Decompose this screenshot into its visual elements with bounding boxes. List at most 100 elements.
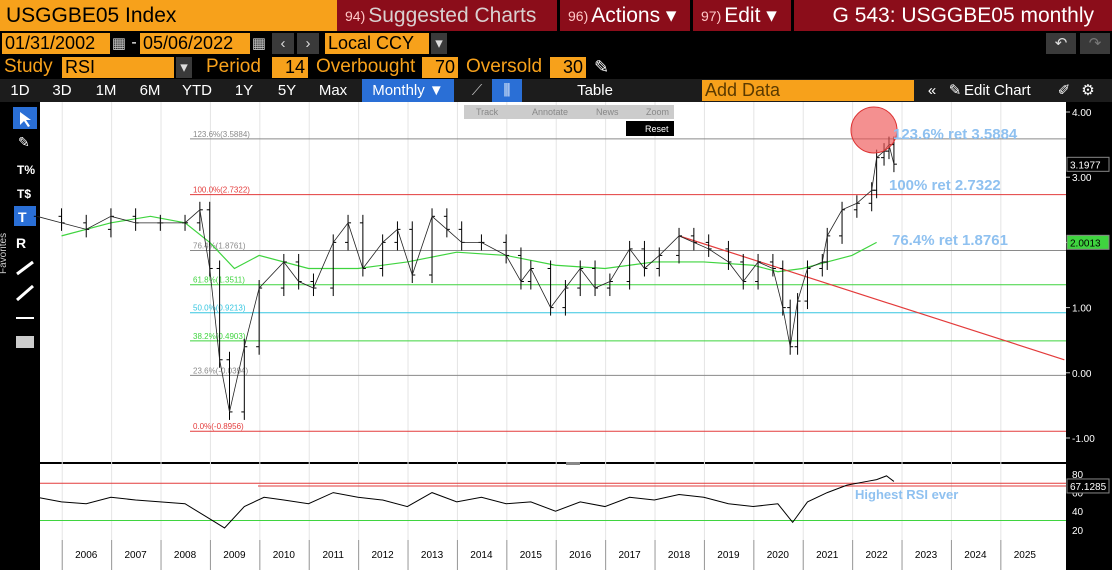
rsi-annotation: Highest RSI ever: [855, 487, 958, 502]
range-6m[interactable]: 6M: [139, 82, 161, 99]
x-tick-label: 2017: [619, 550, 642, 561]
favorites-label[interactable]: Favorites: [0, 233, 9, 274]
frequency-select[interactable]: Monthly ▼: [362, 79, 454, 102]
pen-tool-icon[interactable]: ✎: [18, 134, 30, 150]
y-tick-label: 4.00: [1072, 108, 1092, 119]
edit-menu[interactable]: 97) Edit ▾: [693, 0, 791, 31]
redo-icon[interactable]: ↷: [1080, 32, 1110, 54]
x-tick-label: 2013: [421, 550, 444, 561]
security-title[interactable]: USGGBE05 Index: [0, 0, 337, 31]
fib-tool-icon[interactable]: [14, 206, 36, 226]
x-tick-label: 2014: [470, 550, 493, 561]
range-1m[interactable]: 1M: [95, 82, 117, 99]
title-bar: USGGBE05 Index 94) Suggested Charts 96) …: [0, 0, 1112, 31]
y-tick-label: -1.00: [1072, 434, 1095, 445]
y-tick-label: 3.00: [1072, 173, 1092, 184]
price-path: [36, 143, 895, 413]
overbought-label: Overbought: [316, 56, 416, 77]
start-date-input[interactable]: 01/31/2002: [2, 32, 110, 54]
rsi-tick-label: 40: [1072, 507, 1084, 518]
x-tick-label: 2020: [767, 550, 790, 561]
moving-average-line: [61, 215, 877, 273]
end-date-input[interactable]: 05/06/2022: [140, 32, 250, 54]
fib-level-label: 76.4%(1.8761): [193, 241, 246, 250]
trendline-tool-icon[interactable]: [16, 260, 34, 276]
x-tick-label: 2016: [569, 550, 592, 561]
fib-level-label: 23.6%(-0.0394): [193, 366, 248, 375]
study-bar: Study RSI ▾ Period 14 Overbought 70 Over…: [0, 55, 1112, 79]
add-data-input[interactable]: Add Data: [702, 80, 914, 101]
x-tick-label: 2011: [322, 550, 344, 561]
bar-chart-icon[interactable]: ⫼: [492, 79, 522, 102]
rsi-line: [36, 475, 895, 529]
menu-number: 97): [701, 7, 722, 24]
x-tick-label: 2010: [273, 550, 296, 561]
x-tick-label: 2015: [520, 550, 543, 561]
range-1y[interactable]: 1Y: [234, 82, 254, 99]
undo-icon[interactable]: ↶: [1046, 32, 1076, 54]
retracement-tool-icon[interactable]: R: [16, 235, 26, 251]
range-5y[interactable]: 5Y: [277, 82, 297, 99]
highlight-circle: [850, 106, 898, 154]
overbought-input[interactable]: 70: [422, 56, 458, 78]
menu-label: Edit ▾: [724, 4, 777, 27]
range-dash: -: [131, 34, 137, 51]
rsi-last-tag-box: [1066, 478, 1110, 494]
zoom-button[interactable]: Zoom: [646, 107, 669, 117]
rsi-tick-label: 20: [1072, 526, 1084, 537]
pane-splitter[interactable]: [566, 462, 580, 465]
menu-label: Suggested Charts: [368, 3, 537, 27]
rsi-tick-label: 80: [1072, 470, 1084, 481]
period-label: Period: [206, 56, 261, 77]
fib-level-label: 0.0%(-0.8956): [193, 422, 244, 431]
study-label: Study: [4, 56, 53, 77]
table-button[interactable]: Table: [577, 82, 613, 99]
track-button[interactable]: Track: [476, 107, 499, 117]
last-price-tag-box: [1066, 156, 1110, 172]
channel-tool-icon[interactable]: [16, 284, 34, 302]
percent-tool-icon[interactable]: T%: [17, 163, 35, 177]
x-tick-label: 2023: [915, 550, 938, 561]
chart-title: G 543: USGGBE05 monthly: [794, 0, 1112, 31]
x-tick-label: 2022: [866, 550, 889, 561]
gear-icon[interactable]: ⚙: [1081, 82, 1095, 99]
x-tick-label: 2008: [174, 550, 197, 561]
period-input[interactable]: 14: [272, 56, 308, 78]
line-chart-icon[interactable]: ⟋: [471, 82, 483, 99]
annotation-76: 76.4% ret 1.8761: [892, 232, 1008, 249]
reset-button[interactable]: Reset: [645, 124, 669, 134]
menu-label: Actions ▾: [591, 4, 677, 27]
drawing-tools: ✎ T% T$ T R Favorites: [0, 107, 37, 348]
x-tick-label: 2006: [75, 550, 98, 561]
range-1d[interactable]: 1D: [10, 82, 30, 99]
actions-menu[interactable]: 96) Actions ▾: [560, 0, 690, 31]
range-3d[interactable]: 3D: [52, 82, 72, 99]
annotate-button[interactable]: Annotate: [532, 107, 568, 117]
chevron-down-icon[interactable]: ▾: [176, 56, 192, 78]
edit-icon[interactable]: ✐: [1057, 82, 1071, 99]
chart-canvas[interactable]: ✎ T% T$ T R Favorites 123.6%(3.5884) 100.…: [0, 102, 1112, 570]
pencil-icon[interactable]: ✎: [594, 56, 610, 77]
calendar-icon[interactable]: ▦: [250, 32, 268, 54]
calendar-icon[interactable]: ▦: [110, 32, 128, 54]
suggested-charts-menu[interactable]: 94) Suggested Charts: [337, 0, 557, 31]
rsi-tick-label: 60: [1072, 489, 1084, 500]
last-price-tag: 3.1977: [1070, 160, 1101, 171]
study-select[interactable]: RSI: [62, 56, 174, 78]
range-ytd[interactable]: YTD: [182, 82, 212, 99]
chevron-down-icon[interactable]: ▾: [431, 32, 447, 54]
news-button[interactable]: News: [596, 107, 619, 117]
oversold-input[interactable]: 30: [550, 56, 586, 78]
rectangle-tool-icon[interactable]: [16, 336, 34, 348]
chevron-right-icon[interactable]: ›: [297, 32, 319, 54]
fib-level-label: 123.6%(3.5884): [193, 130, 250, 139]
x-axis: [40, 540, 1066, 570]
rsi-plot[interactable]: [40, 464, 1066, 540]
range-max[interactable]: Max: [318, 82, 348, 99]
toolbar: 1D 3D 1M 6M YTD 1Y 5Y Max Monthly ▼ ⟋ ⫼ …: [0, 79, 1112, 102]
dollar-tool-icon[interactable]: T$: [17, 187, 31, 201]
chevron-left-icon[interactable]: ‹: [272, 32, 294, 54]
edit-chart-button[interactable]: Edit Chart: [964, 82, 1031, 99]
double-chevron-left-icon[interactable]: «: [927, 82, 937, 99]
currency-select[interactable]: Local CCY: [325, 32, 429, 54]
